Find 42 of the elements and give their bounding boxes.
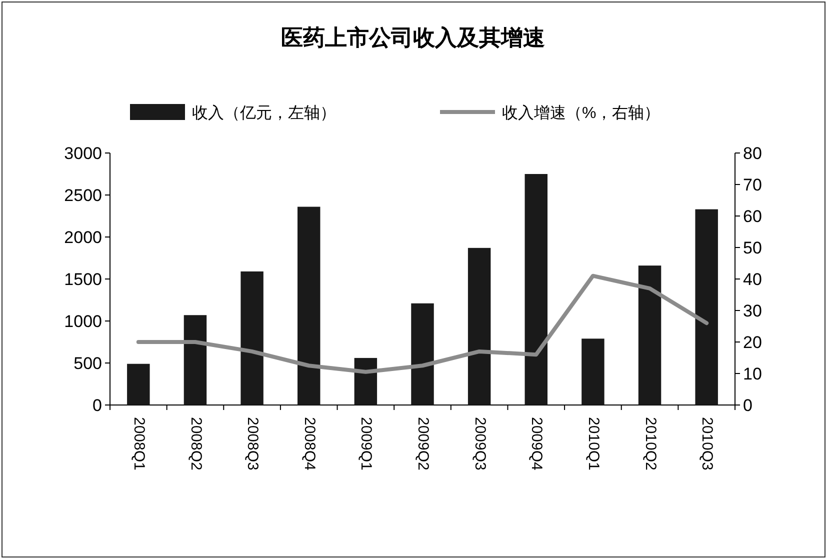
bar xyxy=(695,209,718,405)
x-tick-label: 2008Q4 xyxy=(300,417,318,470)
line-series xyxy=(136,274,709,374)
legend-label: 收入（亿元，左轴） xyxy=(192,104,336,122)
y-tick-label: 0 xyxy=(92,396,102,415)
y2-tick-label: 40 xyxy=(743,270,762,289)
legend-label: 收入增速（%，右轴） xyxy=(502,104,660,122)
y2-tick-label: 30 xyxy=(743,302,762,320)
y2-tick-label: 10 xyxy=(743,364,762,384)
y-tick-label: 2500 xyxy=(64,186,102,205)
bar xyxy=(638,266,662,405)
y2-tick-label: 80 xyxy=(743,144,762,163)
x-tick-label: 2008Q2 xyxy=(187,417,204,470)
x-tick-label: 2009Q4 xyxy=(528,417,546,470)
x-tick-label: 2009Q2 xyxy=(414,417,432,470)
bar xyxy=(411,303,434,405)
bar xyxy=(184,315,207,405)
y2-tick-label: 50 xyxy=(743,238,762,258)
y2-tick-label: 60 xyxy=(743,207,762,226)
y2-tick-label: 20 xyxy=(743,333,762,352)
x-tick-label: 2008Q1 xyxy=(130,417,148,470)
bar xyxy=(354,358,378,405)
y-tick-label: 1500 xyxy=(64,270,102,289)
y-tick-label: 500 xyxy=(74,354,102,373)
bar xyxy=(524,174,548,405)
x-tick-label: 2008Q3 xyxy=(244,417,262,470)
bar xyxy=(582,338,604,405)
bar xyxy=(127,364,150,405)
bar xyxy=(298,206,320,405)
x-tick-label: 2010Q2 xyxy=(642,417,659,470)
bar xyxy=(240,271,264,405)
y2-tick-label: 70 xyxy=(743,176,762,194)
bar xyxy=(468,248,491,405)
y-tick-label: 3000 xyxy=(64,144,102,163)
x-tick-label: 2010Q3 xyxy=(698,417,716,470)
y2-tick-label: 0 xyxy=(743,396,752,415)
x-tick-label: 2009Q1 xyxy=(358,417,375,470)
y-tick-label: 1000 xyxy=(64,312,102,331)
y-tick-label: 2000 xyxy=(64,228,102,247)
x-tick-label: 2009Q3 xyxy=(471,417,488,470)
x-tick-label: 2010Q1 xyxy=(584,417,602,470)
chart-title: 医药上市公司收入及其增速 xyxy=(281,25,545,50)
